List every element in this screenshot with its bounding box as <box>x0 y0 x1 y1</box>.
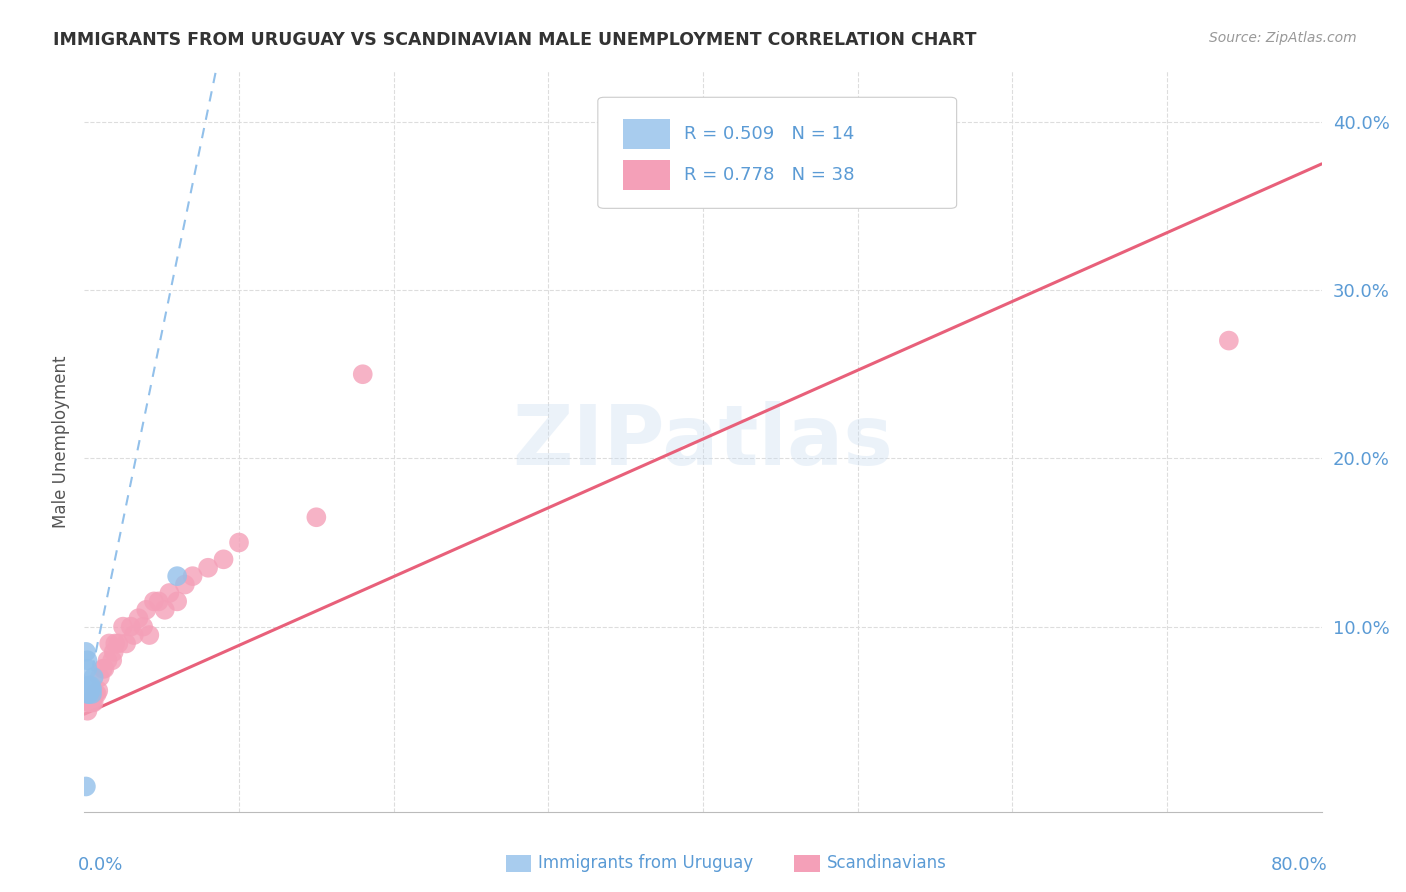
Point <box>112 619 135 633</box>
Point <box>91 662 114 676</box>
Point <box>120 619 142 633</box>
Point <box>82 687 104 701</box>
Text: IMMIGRANTS FROM URUGUAY VS SCANDINAVIAN MALE UNEMPLOYMENT CORRELATION CHART: IMMIGRANTS FROM URUGUAY VS SCANDINAVIAN … <box>53 31 977 49</box>
Point <box>83 670 105 684</box>
Text: 0.0%: 0.0% <box>79 856 124 874</box>
FancyBboxPatch shape <box>623 120 669 149</box>
Text: ZIPatlas: ZIPatlas <box>513 401 893 482</box>
Point <box>75 780 97 794</box>
Text: Scandinavians: Scandinavians <box>827 855 946 872</box>
Point <box>166 569 188 583</box>
Point <box>103 645 125 659</box>
Point <box>305 510 328 524</box>
Point <box>77 695 100 709</box>
Point <box>143 594 166 608</box>
Point <box>181 569 204 583</box>
Point <box>132 619 155 633</box>
Point <box>101 653 124 667</box>
Point <box>82 681 104 696</box>
Text: 80.0%: 80.0% <box>1271 856 1327 874</box>
Point <box>75 645 97 659</box>
FancyBboxPatch shape <box>598 97 956 209</box>
Point <box>115 636 138 650</box>
Point <box>93 662 115 676</box>
Point <box>148 594 170 608</box>
Point <box>138 628 160 642</box>
Point <box>228 535 250 549</box>
Point <box>159 586 180 600</box>
Point <box>77 687 100 701</box>
Point <box>83 695 105 709</box>
Point <box>104 636 127 650</box>
Text: Source: ZipAtlas.com: Source: ZipAtlas.com <box>1209 31 1357 45</box>
Point <box>77 687 100 701</box>
Point <box>84 687 107 701</box>
Point <box>79 695 101 709</box>
Text: R = 0.509   N = 14: R = 0.509 N = 14 <box>685 125 855 144</box>
Point <box>87 683 110 698</box>
Point <box>174 577 197 591</box>
Point <box>135 603 157 617</box>
Point <box>166 594 188 608</box>
Point <box>86 687 108 701</box>
Point <box>79 681 101 696</box>
Point <box>79 679 101 693</box>
Point <box>76 662 98 676</box>
Point <box>153 603 176 617</box>
Point <box>212 552 235 566</box>
Y-axis label: Male Unemployment: Male Unemployment <box>52 355 70 528</box>
Point <box>76 704 98 718</box>
Point <box>96 653 118 667</box>
Point <box>98 636 121 650</box>
Point <box>76 687 98 701</box>
Text: Immigrants from Uruguay: Immigrants from Uruguay <box>538 855 754 872</box>
Point <box>197 560 219 574</box>
Point <box>77 679 100 693</box>
Point <box>107 636 129 650</box>
Point <box>76 653 98 667</box>
Point <box>122 628 145 642</box>
Point <box>1218 334 1240 348</box>
Point <box>127 611 149 625</box>
Text: R = 0.778   N = 38: R = 0.778 N = 38 <box>685 166 855 184</box>
FancyBboxPatch shape <box>623 161 669 190</box>
Point <box>89 670 111 684</box>
Point <box>82 695 104 709</box>
Point <box>352 368 374 382</box>
